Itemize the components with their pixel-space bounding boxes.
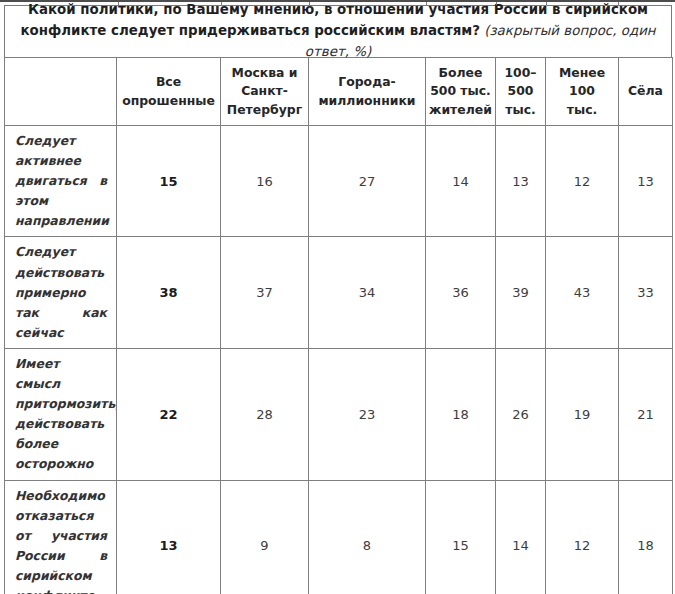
- table-row: Имеет смысл притормозить, действовать бо…: [5, 348, 673, 480]
- cropped-row-above: [0, 0, 675, 5]
- data-cell: 16: [221, 126, 309, 237]
- data-cell: 23: [309, 348, 426, 480]
- data-cell: 14: [426, 126, 496, 237]
- data-cell: 39: [496, 237, 546, 348]
- data-cell: 15: [426, 480, 496, 594]
- grid-tick: [546, 2, 547, 5]
- column-header-million-cities: Города- миллионники: [309, 58, 426, 126]
- column-header-villages: Сёла: [619, 58, 673, 126]
- row-label: Имеет смысл притормозить, действовать бо…: [5, 348, 117, 480]
- data-cell: 28: [221, 348, 309, 480]
- data-cell: 38: [117, 237, 221, 348]
- grid-tick: [618, 2, 619, 5]
- data-cell: 18: [426, 348, 496, 480]
- grid-tick: [309, 2, 310, 5]
- row-label: Следует активнее двигаться в этом направ…: [5, 126, 117, 237]
- grid-tick: [118, 2, 119, 5]
- column-header-100-500k: 100– 500 тыс.: [496, 58, 546, 126]
- header-row: Все опрошенные Москва и Санкт- Петербург…: [5, 58, 673, 126]
- question-title: Какой политики, по Вашему мнению, в отно…: [4, 5, 672, 58]
- data-cell: 34: [309, 237, 426, 348]
- data-cell: 9: [221, 480, 309, 594]
- row-label: Следует действовать примерно так как сей…: [5, 237, 117, 348]
- row-label: Необходимо отказаться от участия России …: [5, 480, 117, 594]
- data-cell: 22: [117, 348, 221, 480]
- table-row: Следует действовать примерно так как сей…: [5, 237, 673, 348]
- data-cell: 12: [546, 480, 619, 594]
- data-cell: 26: [496, 348, 546, 480]
- poll-table-page: Какой политики, по Вашему мнению, в отно…: [0, 0, 675, 594]
- data-cell: 19: [546, 348, 619, 480]
- column-header-under-100k: Менее 100 тыс.: [546, 58, 619, 126]
- column-header-empty: [5, 58, 117, 126]
- table-sheet: Какой политики, по Вашему мнению, в отно…: [4, 5, 672, 594]
- grid-tick: [496, 2, 497, 5]
- data-cell: 13: [496, 126, 546, 237]
- table-row: Необходимо отказаться от участия России …: [5, 480, 673, 594]
- data-cell: 33: [619, 237, 673, 348]
- data-cell: 21: [619, 348, 673, 480]
- table-row: Следует активнее двигаться в этом направ…: [5, 126, 673, 237]
- grid-tick: [426, 2, 427, 5]
- data-cell: 13: [619, 126, 673, 237]
- data-cell: 14: [496, 480, 546, 594]
- column-header-over-500k: Более 500 тыс. жителей: [426, 58, 496, 126]
- data-cell: 15: [117, 126, 221, 237]
- data-cell: 43: [546, 237, 619, 348]
- data-cell: 37: [221, 237, 309, 348]
- results-table: Все опрошенные Москва и Санкт- Петербург…: [4, 57, 673, 594]
- data-cell: 8: [309, 480, 426, 594]
- data-cell: 18: [619, 480, 673, 594]
- column-header-all: Все опрошенные: [117, 58, 221, 126]
- column-header-moscow-spb: Москва и Санкт- Петербург: [221, 58, 309, 126]
- grid-tick: [221, 2, 222, 5]
- data-cell: 36: [426, 237, 496, 348]
- data-cell: 13: [117, 480, 221, 594]
- data-cell: 27: [309, 126, 426, 237]
- data-cell: 12: [546, 126, 619, 237]
